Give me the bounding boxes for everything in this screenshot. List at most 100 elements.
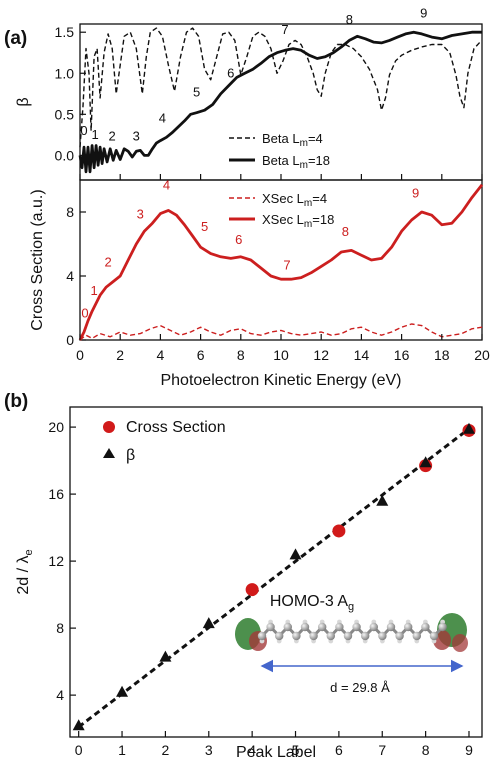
top-series-line-1: [78, 30, 482, 174]
panel-b-x-axis-label: Peak Label: [236, 744, 316, 761]
a-x-tick-label: 8: [237, 347, 245, 363]
legend-label-beta-18: Beta Lm=18: [262, 153, 330, 171]
cross-section-point: [332, 524, 346, 538]
panel-a-top-plot: 0.0 0.5 1.0 1.5 β 0 1 2 3 4 5 6 7 8 9 Beta Lm=4 Beta…: [15, 5, 483, 181]
dimension-label: d = 29.8 Å: [330, 680, 390, 695]
bottom-peak-label: 6: [235, 232, 242, 247]
a-x-tick-label: 2: [116, 347, 124, 363]
top-peak-label: 7: [281, 22, 288, 37]
bottom-y-tick-label: 8: [66, 204, 74, 220]
b-x-tick-label: 0: [75, 742, 83, 758]
b-x-tick-label: 2: [162, 742, 170, 758]
bottom-peak-label: 1: [90, 283, 97, 298]
top-y-axis-label: β: [15, 97, 32, 106]
inset-title: HOMO-3 Ag: [270, 593, 354, 613]
top-y-tick-label: 0.5: [55, 106, 75, 122]
bottom-y-tick-label: 4: [66, 268, 74, 284]
a-x-tick-label: 20: [474, 347, 490, 363]
a-x-tick-label: 10: [273, 347, 289, 363]
top-peak-label: 5: [193, 84, 200, 99]
bottom-peak-label: 9: [412, 186, 419, 201]
b-y-tick-label: 12: [48, 553, 64, 569]
beta-point: [202, 617, 215, 629]
top-peak-labels: 0 1 2 3 4 5 6 7 8 9: [80, 5, 427, 143]
panel-a-x-ticks: 0 2 4 6 8 10 12 14 16 18 20: [76, 174, 490, 363]
legend-label-xsec-4: XSec Lm=4: [262, 191, 327, 209]
panel-b-points: [72, 422, 476, 731]
legend-label-cross-section: Cross Section: [126, 419, 226, 436]
top-peak-label: 8: [346, 12, 353, 27]
legend-marker-cross-section: [103, 421, 115, 433]
top-peak-label: 1: [91, 127, 98, 142]
top-peak-label: 4: [159, 111, 166, 126]
bottom-y-axis-label: Cross Section (a.u.): [29, 189, 46, 330]
beta-point: [159, 650, 172, 662]
bottom-peak-label: 5: [201, 219, 208, 234]
legend-label-beta: β: [126, 447, 135, 464]
b-x-tick-label: 7: [378, 742, 386, 758]
a-x-tick-label: 6: [197, 347, 205, 363]
bottom-series-group: [78, 183, 484, 341]
top-peak-label: 2: [109, 129, 116, 144]
a-x-tick-label: 16: [394, 347, 410, 363]
b-y-tick-label: 16: [48, 486, 64, 502]
top-y-ticks: 0.0 0.5 1.0 1.5: [55, 24, 86, 163]
beta-point: [116, 685, 129, 697]
legend-marker-beta: [103, 448, 115, 458]
top-series-line-0: [79, 27, 483, 148]
top-legend: Beta Lm=4 Beta Lm=18: [229, 131, 330, 171]
top-y-tick-label: 1.0: [55, 65, 75, 81]
b-x-tick-label: 1: [118, 742, 126, 758]
legend-label-beta-4: Beta Lm=4: [262, 131, 323, 149]
a-x-tick-label: 18: [434, 347, 450, 363]
bottom-series-line-1: [78, 183, 484, 341]
bottom-series-line-0: [79, 323, 483, 341]
bottom-peak-label: 3: [137, 206, 144, 221]
a-x-tick-label: 0: [76, 347, 84, 363]
b-y-tick-label: 8: [56, 620, 64, 636]
molecule-illustration: [235, 613, 468, 652]
bottom-peak-label: 7: [283, 258, 290, 273]
panel-a-x-axis-label: Photoelectron Kinetic Energy (eV): [160, 372, 401, 389]
bottom-y-ticks: 0 4 8: [66, 204, 86, 348]
top-y-tick-label: 1.5: [55, 24, 75, 40]
b-x-tick-label: 9: [465, 742, 473, 758]
cross-section-point: [245, 583, 259, 597]
b-x-tick-label: 6: [335, 742, 343, 758]
panel-b-y-axis-label: 2d / λe: [15, 549, 35, 594]
b-x-tick-label: 3: [205, 742, 213, 758]
beta-point: [462, 422, 475, 434]
bottom-peak-label: 4: [163, 178, 170, 193]
top-y-tick-label: 0.0: [55, 147, 75, 163]
b-x-tick-label: 4: [248, 742, 256, 758]
panel-a-label: (a): [4, 28, 27, 49]
panel-b-frame: [69, 406, 483, 738]
top-peak-label: 9: [420, 5, 427, 20]
beta-point: [289, 548, 302, 560]
top-series-group: [78, 27, 483, 174]
molecule-inset: HOMO-3 Ag d = 29.8 Å: [235, 593, 468, 695]
b-x-tick-label: 5: [292, 742, 300, 758]
a-x-tick-label: 14: [354, 347, 370, 363]
panel-b-legend: Cross Section β: [103, 419, 226, 464]
panel-b-label: (b): [4, 391, 28, 412]
top-peak-label: 6: [227, 65, 234, 80]
bottom-peak-labels: 012 3 4 5 6 7 8 9: [81, 178, 419, 321]
beta-point: [72, 719, 85, 731]
legend-label-xsec-18: XSec Lm=18: [262, 212, 334, 230]
b-y-tick-label: 4: [56, 687, 64, 703]
b-y-tick-label: 20: [48, 419, 64, 435]
bottom-peak-label: 2: [105, 254, 112, 269]
fit-line: [77, 425, 473, 729]
bottom-y-tick-label: 0: [66, 332, 74, 348]
a-x-tick-label: 4: [157, 347, 165, 363]
a-x-tick-label: 12: [313, 347, 329, 363]
bottom-peak-label: 8: [342, 224, 349, 239]
top-peak-label: 3: [133, 129, 140, 144]
bottom-peak-label: 0: [81, 306, 88, 321]
beta-point: [419, 456, 432, 468]
